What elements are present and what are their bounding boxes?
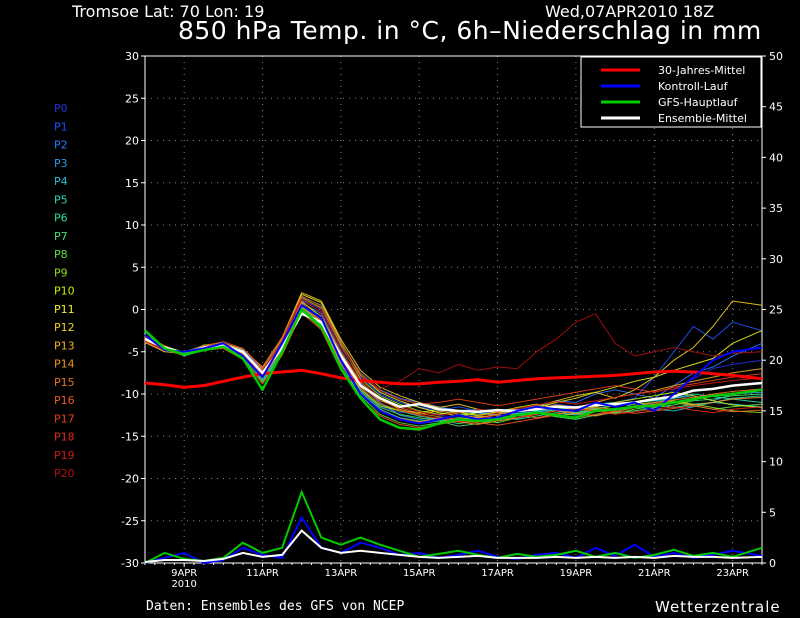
member-label: P15 [54,376,75,389]
x-tick-year-label: 2010 [171,579,196,590]
member-label: P0 [54,102,68,115]
y-left-tick-label: -30 [121,557,139,570]
y-right-tick-label: 20 [769,354,783,367]
member-label: P11 [54,303,75,316]
legend-entry-label: Kontroll-Lauf [658,80,729,93]
member-label: P3 [54,157,68,170]
brand-label[interactable]: Wetterzentrale [655,598,781,616]
y-left-tick-label: 25 [125,92,139,105]
member-label: P12 [54,321,75,334]
y-left-tick-label: -15 [121,430,139,443]
data-credit: Daten: Ensembles des GFS von NCEP [146,599,405,614]
member-label: P13 [54,339,75,352]
x-tick-label: 13APR [325,568,358,579]
series-line-30-jahres-mittel [144,368,763,389]
legend-entry-label: 30-Jahres-Mittel [658,64,745,77]
plot-frame [144,55,763,564]
series-line-gfs-hauptlauf [144,308,763,431]
y-left-tick-label: 0 [132,304,139,317]
member-label: P16 [54,394,75,407]
y-right-tick-label: 40 [769,151,783,164]
y-right-tick-label: 5 [769,506,776,519]
member-label: P4 [54,175,68,188]
legend-entry-label: GFS-Hauptlauf [658,96,739,109]
member-label: P5 [54,193,68,206]
precip-line-ensemble-mittel [144,529,763,563]
precip-layer [144,489,763,565]
y-left-tick-label: 30 [125,50,139,63]
location-label: Tromsoe Lat: 70 Lon: 19 [72,2,265,21]
member-label: P6 [54,212,68,225]
y-right-tick-label: 10 [769,456,783,469]
member-labels: P0 P1 P2 P3 P4 P5 P6 P7 P8 P9 P10 P11 P12 P13 P14 P15 P1… [54,102,75,480]
x-tick-label: 9APR [171,568,197,579]
y-right-tick-label: 30 [769,253,783,266]
y-right-tick-label: 15 [769,405,783,418]
member-label: P20 [54,467,75,480]
member-line-p20 [144,297,763,390]
member-label: P10 [54,285,75,298]
y-left-tick-label: 5 [132,261,139,274]
highlight-layer [144,304,763,431]
x-tick-label: 11APR [246,568,279,579]
precip-line-gfs-hauptlauf [144,489,763,564]
member-label: P14 [54,358,75,371]
member-label: P1 [54,120,68,133]
y-left-tick-label: 15 [125,177,139,190]
x-tick-label: 17APR [481,568,514,579]
member-label: P8 [54,248,68,261]
y-right-tick-label: 45 [769,101,783,114]
member-label: P18 [54,431,75,444]
chart-title: 850 hPa Temp. in °C, 6h–Niederschlag in … [178,16,762,45]
series-line-ensemble-mittel [144,312,763,413]
member-label: P17 [54,412,75,425]
legend-entry-label: Ensemble-Mittel [658,112,747,125]
y-right-tick-label: 35 [769,202,783,215]
member-label: P19 [54,449,75,462]
y-left-tick-label: -10 [121,388,139,401]
y-left-tick-label: -5 [128,346,139,359]
member-label: P7 [54,230,68,243]
y-left-tick-label: -25 [121,515,139,528]
y-right-tick-label: 0 [769,557,776,570]
y-right-tick-label: 50 [769,50,783,63]
member-label: P9 [54,266,68,279]
x-tick-label: 23APR [716,568,749,579]
y-left-tick-label: -20 [121,473,139,486]
grid-layer [145,56,762,563]
axes-layer: 302520151050-5-10-15-20-25-3050454035302… [121,50,783,590]
x-tick-label: 15APR [403,568,436,579]
y-right-tick-label: 25 [769,304,783,317]
series-line-kontroll-lauf [144,304,763,425]
x-tick-label: 21APR [638,568,671,579]
legend-box: 30-Jahres-Mittel Kontroll-Lauf GFS-Hauptla… [580,56,762,128]
x-tick-label: 19APR [560,568,593,579]
member-label: P2 [54,139,68,152]
y-left-tick-label: 20 [125,135,139,148]
run-date-label: Wed,07APR2010 18Z [545,2,715,21]
members-layer [144,291,763,429]
y-left-tick-label: 10 [125,219,139,232]
